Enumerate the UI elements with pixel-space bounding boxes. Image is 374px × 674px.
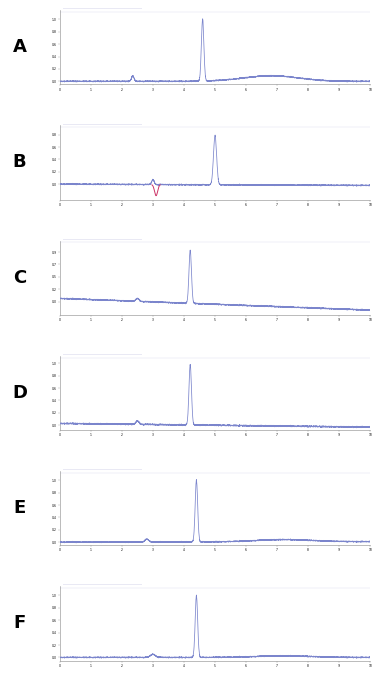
Text: xxxxxxxxxxxxxxxxxxxxxxxxxxxxxxxxxxxxxxxxxxxxxxxxxxxxxxxxxxxxxxxxxxxxxxxxxxxxxxxx: xxxxxxxxxxxxxxxxxxxxxxxxxxxxxxxxxxxxxxxx… xyxy=(63,123,143,125)
Text: xxxxxxxxxxxxxxxxxxxxxxxxxxxxxxxxxxxxxxxxxxxxxxxxxxxxxxxxxxxxxxxxxxxxxxxxxxxxxxxx: xxxxxxxxxxxxxxxxxxxxxxxxxxxxxxxxxxxxxxxx… xyxy=(63,8,143,9)
Text: F: F xyxy=(13,615,25,632)
Text: xxxxxxxxxxxxxxxxxxxxxxxxxxxxxxxxxxxxxxxxxxxxxxxxxxxxxxxxxxxxxxxxxxxxxxxxxxxxxxxx: xxxxxxxxxxxxxxxxxxxxxxxxxxxxxxxxxxxxxxxx… xyxy=(63,584,143,586)
Text: xxxxxxxxxxxxxxxxxxxxxxxxxxxxxxxxxxxxxxxxxxxxxxxxxxxxxxxxxxxxxxxxxxxxxxxxxxxxxxxx: xxxxxxxxxxxxxxxxxxxxxxxxxxxxxxxxxxxxxxxx… xyxy=(63,354,143,355)
Text: E: E xyxy=(13,499,25,517)
Text: B: B xyxy=(13,154,26,171)
Text: D: D xyxy=(12,384,27,402)
Text: xxxxxxxxxxxxxxxxxxxxxxxxxxxxxxxxxxxxxxxxxxxxxxxxxxxxxxxxxxxxxxxxxxxxxxxxxxxxxxxx: xxxxxxxxxxxxxxxxxxxxxxxxxxxxxxxxxxxxxxxx… xyxy=(63,239,143,240)
Text: A: A xyxy=(13,38,27,56)
Text: xxxxxxxxxxxxxxxxxxxxxxxxxxxxxxxxxxxxxxxxxxxxxxxxxxxxxxxxxxxxxxxxxxxxxxxxxxxxxxxx: xxxxxxxxxxxxxxxxxxxxxxxxxxxxxxxxxxxxxxxx… xyxy=(63,469,143,470)
Text: C: C xyxy=(13,269,26,286)
